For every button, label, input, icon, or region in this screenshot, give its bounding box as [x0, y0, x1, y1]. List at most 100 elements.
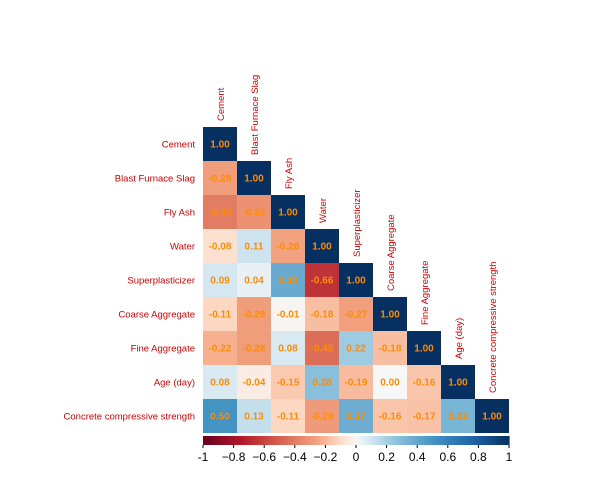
column-label: Cement [216, 87, 227, 121]
colorbar-tick-label: 1 [506, 450, 513, 464]
column-label: Superplasticizer [352, 189, 363, 257]
colorbar-segment [276, 436, 281, 445]
row-label: Age (day) [154, 378, 195, 389]
colorbar-segment [343, 436, 347, 445]
colorbar-segment [460, 436, 464, 445]
colorbar-segment [373, 436, 377, 445]
heatmap-cell [203, 195, 237, 229]
row-label: Cement [162, 140, 196, 151]
colorbar-segment [305, 436, 309, 445]
row-label: Superplasticizer [127, 276, 195, 287]
colorbar-segment [470, 436, 474, 445]
heatmap-cell [407, 331, 441, 365]
colorbar-tick-label: 0.8 [470, 450, 487, 464]
heatmap-cell [305, 365, 339, 399]
heatmap-cell [305, 297, 339, 331]
colorbar-segment [412, 436, 416, 445]
colorbar-segment [371, 436, 375, 445]
cell-value-label: -0.28 [243, 344, 266, 355]
colorbar-segment [241, 436, 245, 445]
colorbar-segment [503, 436, 508, 445]
colorbar-segment [271, 436, 275, 445]
colorbar-segment [381, 436, 385, 445]
colorbar-segment [445, 436, 449, 445]
colorbar-segment [256, 436, 260, 445]
cell-value-label: 1.00 [414, 344, 434, 355]
heatmap-cell [203, 365, 237, 399]
colorbar-segment [409, 436, 413, 445]
colorbar-segment [248, 436, 253, 445]
heatmap-cell [373, 399, 407, 433]
cell-value-label: -0.17 [413, 412, 436, 423]
colorbar-segment [243, 436, 247, 445]
heatmap-cell [237, 399, 271, 433]
heatmap-cell [203, 263, 237, 297]
heatmap-cell [271, 263, 305, 297]
colorbar-segment [317, 436, 321, 445]
heatmap-cell [339, 399, 373, 433]
colorbar-segment [463, 436, 467, 445]
colorbar-segment [384, 436, 388, 445]
colorbar-segment [417, 436, 421, 445]
cell-value-label: 1.00 [210, 140, 230, 151]
cell-value-label: 1.00 [380, 310, 400, 321]
cell-value-label: -0.15 [277, 378, 300, 389]
heatmap-cell [271, 195, 305, 229]
cell-value-label: 0.08 [278, 344, 298, 355]
colorbar-tick-label: −0.8 [222, 450, 246, 464]
colorbar-segment [289, 436, 293, 445]
cell-value-label: -0.16 [379, 412, 402, 423]
colorbar-segment [312, 436, 316, 445]
row-label: Water [170, 242, 195, 253]
cell-value-label: -0.22 [209, 344, 232, 355]
colorbar-segment [480, 436, 485, 445]
colorbar-segment [340, 436, 344, 445]
colorbar-segment [307, 436, 311, 445]
column-label: Water [318, 198, 329, 223]
cell-value-label: 0.09 [210, 276, 230, 287]
heatmap-cell [237, 365, 271, 399]
column-label: Concrete compressive strength [488, 262, 499, 393]
heatmap-cell [203, 331, 237, 365]
colorbar-segment [259, 436, 263, 445]
heatmap-cell [203, 127, 237, 161]
heatmap-cell [339, 331, 373, 365]
heatmap-cell [305, 331, 339, 365]
heatmap-cell [271, 229, 305, 263]
row-label: Fine Aggregate [131, 344, 195, 355]
heatmap-cell [237, 297, 271, 331]
heatmap-cell [271, 297, 305, 331]
colorbar-segment [424, 436, 428, 445]
colorbar-segment [427, 436, 431, 445]
colorbar-segment [345, 436, 349, 445]
cell-value-label: -0.08 [209, 242, 232, 253]
colorbar-segment [205, 436, 209, 445]
colorbar-segment [223, 436, 227, 445]
cell-value-label: 0.22 [346, 344, 366, 355]
colorbar-segment [407, 436, 411, 445]
colorbar-segment [361, 436, 365, 445]
colorbar-segment [386, 436, 390, 445]
cell-value-label: -0.66 [311, 276, 334, 287]
cell-value-label: 1.00 [448, 378, 468, 389]
colorbar-segment [478, 436, 482, 445]
heatmap-cell [237, 161, 271, 195]
colorbar-segment [483, 436, 487, 445]
colorbar-segment [350, 436, 355, 445]
cell-value-label: 1.00 [346, 276, 366, 287]
cell-value-label: -0.45 [311, 344, 334, 355]
cell-value-label: -0.27 [345, 310, 368, 321]
heatmap-cell [373, 331, 407, 365]
heatmap-cell [407, 399, 441, 433]
colorbar-segment [432, 436, 436, 445]
cell-value-label: -0.04 [243, 378, 266, 389]
cell-value-label: 0.50 [210, 412, 230, 423]
cell-value-label: -0.11 [209, 310, 232, 321]
colorbar-segment [455, 436, 459, 445]
colorbar-segment [225, 436, 230, 445]
heatmap-cell [339, 263, 373, 297]
colorbar-segment [498, 436, 502, 445]
colorbar-segment [394, 436, 398, 445]
column-label: Blast Furnace Slag [250, 75, 261, 155]
